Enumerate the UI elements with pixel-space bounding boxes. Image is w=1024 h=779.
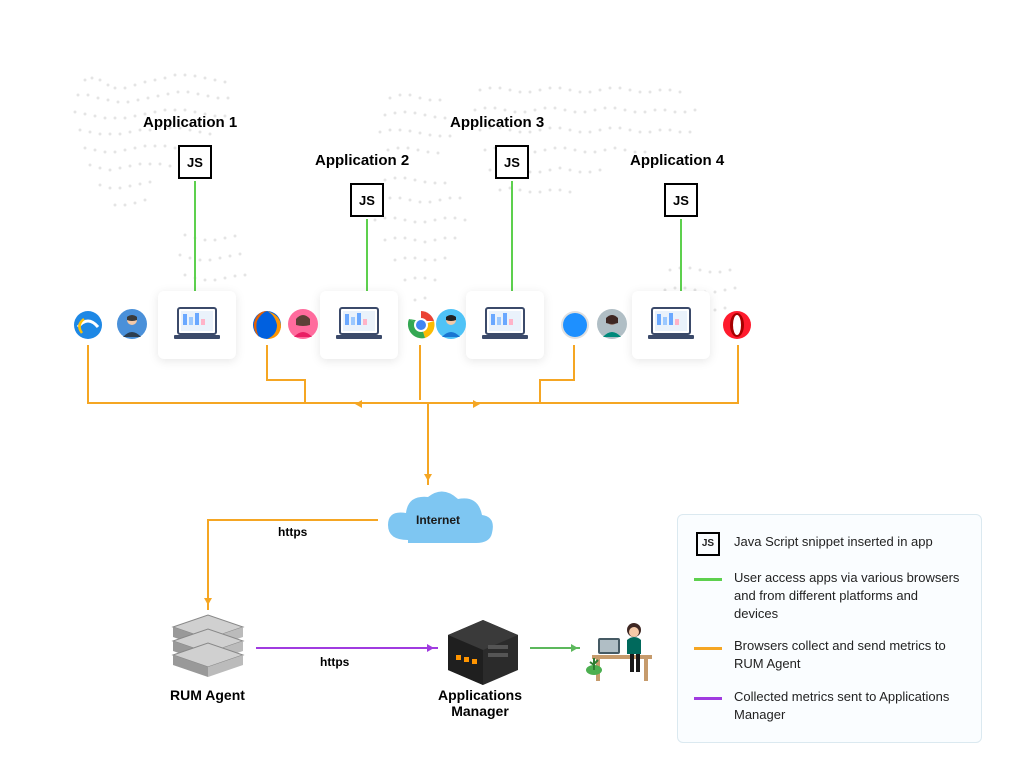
js-icon: JS [696,532,720,556]
legend-text: Java Script snippet inserted in app [734,533,933,551]
laptop-icon [646,305,696,345]
avatar-4-icon [597,309,627,339]
laptop-icon [480,305,530,345]
legend-box: JS Java Script snippet inserted in app U… [677,514,982,743]
legend-item-green: User access apps via various browsers an… [694,569,965,624]
chrome-browser-icon [405,309,437,341]
legend-item-purple: Collected metrics sent to Applications M… [694,688,965,724]
app-4-js-icon: JS [664,183,698,217]
app-1-label: Application 1 [143,114,237,131]
https-label-1: https [278,525,307,539]
app-1-laptop [158,291,236,359]
app-1-js-icon: JS [178,145,212,179]
app-2-label: Application 2 [315,152,409,169]
avatar-1-icon [117,309,147,339]
app-manager-icon [438,615,528,685]
opera-browser-icon [721,309,753,341]
line-swatch-green [694,578,722,581]
firefox-browser-icon [251,309,283,341]
internet-label: Internet [416,513,460,527]
app-3-js-icon: JS [495,145,529,179]
app-manager-label: Applications Manager [438,687,522,719]
legend-text: User access apps via various browsers an… [734,569,965,624]
line-swatch-purple [694,697,722,700]
legend-text: Collected metrics sent to Applications M… [734,688,965,724]
rum-agent-label: RUM Agent [170,687,245,703]
internet-cloud: Internet [378,485,498,555]
https-label-2: https [320,655,349,669]
app-2-js-icon: JS [350,183,384,217]
safari-browser-icon [559,309,591,341]
app-3-label: Application 3 [450,114,544,131]
analyst-person-icon [582,610,667,685]
legend-item-js: JS Java Script snippet inserted in app [694,533,965,555]
ie-browser-icon [72,309,104,341]
laptop-icon [172,305,222,345]
app-4-label: Application 4 [630,152,724,169]
avatar-2-icon [288,309,318,339]
legend-item-orange: Browsers collect and send metrics to RUM… [694,637,965,673]
rum-agent-icon [163,610,253,680]
legend-text: Browsers collect and send metrics to RUM… [734,637,965,673]
avatar-3-icon [436,309,466,339]
app-3-laptop [466,291,544,359]
app-2-laptop [320,291,398,359]
laptop-icon [334,305,384,345]
app-4-laptop [632,291,710,359]
line-swatch-orange [694,647,722,650]
